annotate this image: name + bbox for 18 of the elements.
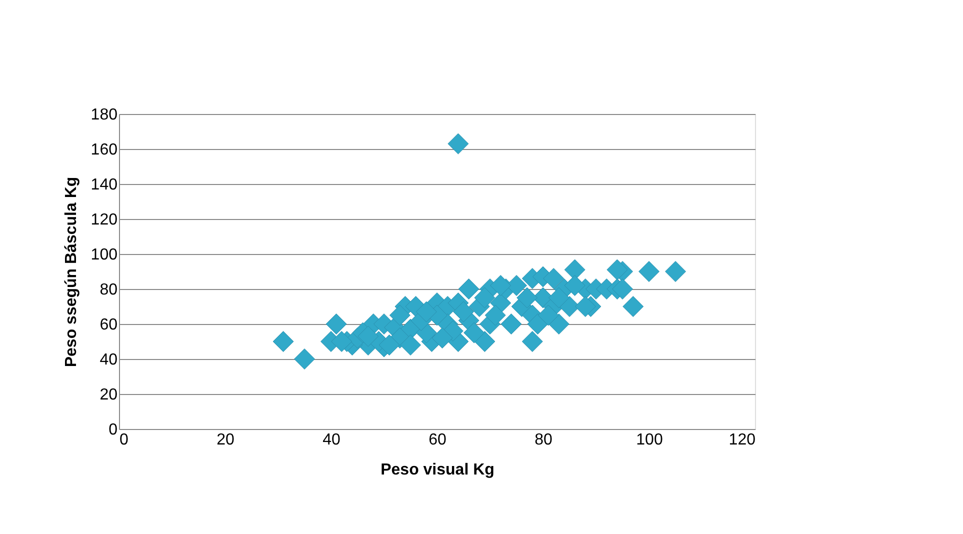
y-tick-label: 180 <box>90 106 118 124</box>
x-tick-label: 100 <box>636 432 663 448</box>
x-tick-label: 120 <box>728 432 756 448</box>
x-tick-label: 0 <box>120 432 128 448</box>
y-tick-label: 40 <box>100 352 118 368</box>
y-tick-label: 100 <box>90 246 118 264</box>
y-tick-label: 60 <box>100 316 118 334</box>
x-tick-label: 60 <box>428 432 446 448</box>
y-tick-label: 140 <box>90 176 118 194</box>
y-tick-label: 20 <box>100 386 118 404</box>
x-axis-title: Peso visual Kg <box>380 462 494 478</box>
x-tick-label: 80 <box>534 432 552 448</box>
x-tick-label: 20 <box>216 432 234 448</box>
y-tick-label: 160 <box>90 142 118 158</box>
x-tick-label: 40 <box>322 432 340 448</box>
y-tick-label: 120 <box>90 212 118 228</box>
y-tick-label: 80 <box>100 282 118 298</box>
y-axis-title: Peso ssegún Báscula Kg <box>62 176 80 368</box>
